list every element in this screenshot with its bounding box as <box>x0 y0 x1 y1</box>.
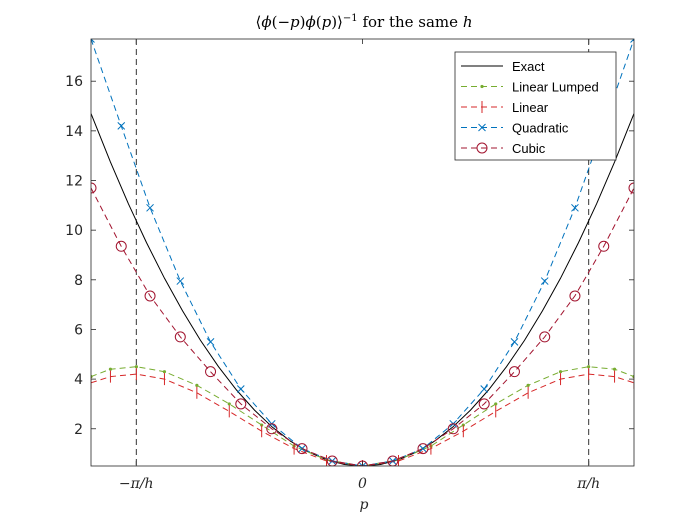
plot-area <box>91 39 634 466</box>
legend-label: Quadratic <box>512 121 569 136</box>
data-point <box>480 84 484 89</box>
data-point <box>266 423 278 435</box>
title-part: p <box>322 13 332 31</box>
data-point <box>461 423 465 427</box>
y-tick-label: 14 <box>65 124 83 140</box>
y-tick-label: 12 <box>65 174 83 190</box>
data-point <box>227 402 231 406</box>
data-point <box>236 385 245 393</box>
data-point <box>478 123 486 132</box>
data-point <box>146 203 154 212</box>
data-point <box>419 444 427 453</box>
legend-label: Linear <box>512 100 549 115</box>
data-point <box>387 455 399 466</box>
data-point <box>540 277 549 285</box>
x-tick-label: −π/h <box>119 476 154 492</box>
series-linear <box>91 368 634 466</box>
legend-label: Exact <box>512 59 545 74</box>
legend-entry-exact: Exact <box>461 59 545 74</box>
data-point <box>115 240 127 252</box>
x-tick-label: 0 <box>358 476 367 492</box>
data-point <box>144 290 156 302</box>
legend-entry-quadratic: Quadratic <box>461 121 569 136</box>
data-point <box>174 331 186 343</box>
data-point <box>612 367 617 371</box>
data-point <box>571 203 579 212</box>
title-part: ϕ <box>261 13 271 31</box>
title-part: (− <box>272 13 290 31</box>
data-point <box>569 290 581 302</box>
y-tick-label: 10 <box>65 223 83 239</box>
y-tick-label: 2 <box>74 422 83 438</box>
legend-entry-linear: Linear <box>461 100 549 115</box>
data-point <box>91 182 97 194</box>
data-point <box>91 39 95 43</box>
y-tick-label: 4 <box>74 372 83 388</box>
legend-label: Linear Lumped <box>512 80 599 95</box>
title-part: for the same <box>358 13 463 31</box>
y-tick-label: 8 <box>74 273 83 289</box>
series-line <box>91 187 634 466</box>
data-point <box>296 443 308 455</box>
legend-entry-linear-lumped: Linear Lumped <box>461 80 599 95</box>
title-part: ( <box>316 13 322 31</box>
title-part: −1 <box>343 13 358 24</box>
title-part: h <box>463 13 473 31</box>
axes: 2 4 6 8 10 12 14 16 −π/h 0 π/h <box>65 38 635 492</box>
data-point <box>162 370 167 374</box>
data-point <box>195 383 199 387</box>
data-point <box>108 367 113 371</box>
data-point <box>526 383 530 387</box>
data-point <box>447 423 459 435</box>
series-line <box>91 366 634 466</box>
title-part: p <box>290 13 300 31</box>
series-line <box>91 373 634 466</box>
data-point <box>235 398 247 410</box>
legend-label: Cubic <box>512 141 546 156</box>
series-exact <box>91 113 634 466</box>
series-line <box>91 113 634 466</box>
title-part: ) <box>300 13 306 31</box>
legend: Exact Linear Lumped Linear Quadratic Cubic <box>454 51 617 161</box>
data-point <box>205 366 217 378</box>
data-point <box>176 277 185 285</box>
y-tick-label: 6 <box>74 322 83 338</box>
data-point <box>494 402 498 406</box>
series-cubic <box>91 182 634 466</box>
data-point <box>598 240 610 252</box>
data-point <box>476 142 488 154</box>
data-point <box>417 443 429 455</box>
data-point <box>510 338 519 346</box>
data-point <box>358 462 367 466</box>
title-part: ⟨ <box>256 13 262 31</box>
data-point <box>558 370 563 374</box>
data-point <box>630 39 634 43</box>
data-point <box>539 331 551 343</box>
x-axis-label: p <box>360 497 369 513</box>
data-point <box>628 182 634 194</box>
data-point <box>260 423 264 427</box>
title-part: )⟩ <box>331 13 343 31</box>
title-part: ϕ <box>306 13 316 31</box>
data-point <box>480 385 489 393</box>
data-point <box>508 366 520 378</box>
legend-entry-cubic: Cubic <box>461 141 546 156</box>
data-point <box>117 122 126 130</box>
data-point <box>134 365 138 369</box>
y-tick-label: 16 <box>65 74 83 90</box>
x-tick-label: π/h <box>576 476 600 492</box>
data-point <box>326 455 338 466</box>
series-linear-lumped <box>91 365 634 466</box>
data-point <box>478 398 490 410</box>
chart-title: ⟨ϕ(−p)ϕ(p)⟩−1 for the same h <box>256 13 473 31</box>
data-point <box>206 338 215 346</box>
data-point <box>587 365 591 369</box>
